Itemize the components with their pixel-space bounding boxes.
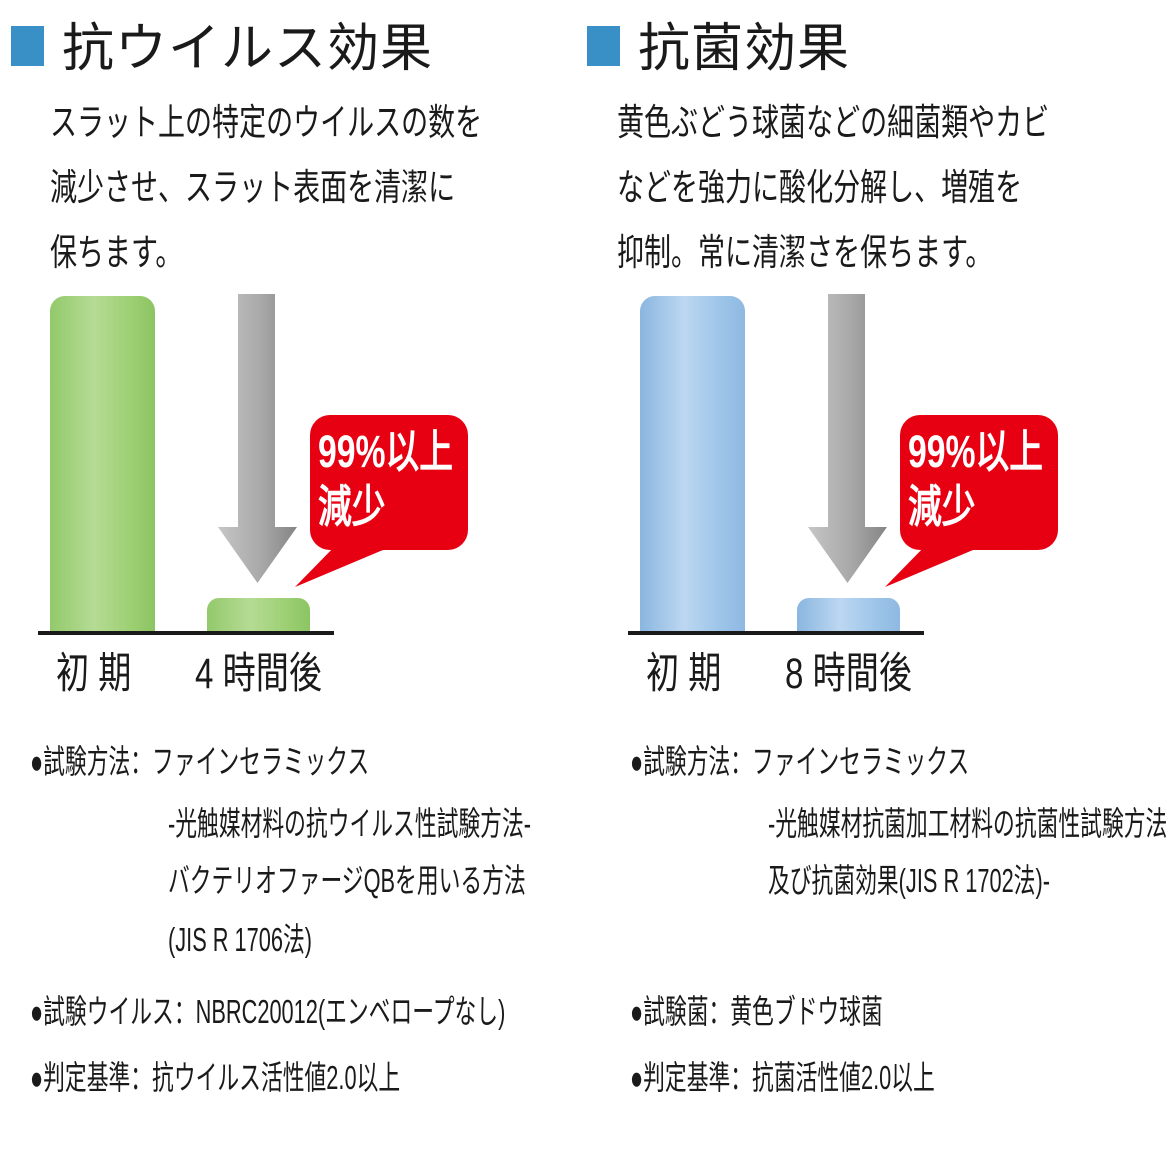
note-test-method-detail: -光触媒材料の抗ウイルス性試験方法- <box>168 805 531 842</box>
bar-after-4h <box>207 598 310 633</box>
description-line: 抑制。常に清潔さを保ちます。 <box>617 232 993 273</box>
note-test-method-detail: -光触媒材抗菌加工材料の抗菌性試験方法 <box>768 805 1167 842</box>
reduction-badge-line: 99%以上 <box>318 426 454 477</box>
note-test-method-detail: (JIS R 1706法) <box>168 921 313 958</box>
section-marker-square <box>11 26 44 66</box>
reduction-badge-line: 99%以上 <box>908 426 1044 477</box>
down-arrow-icon <box>808 294 887 583</box>
reduction-badge-text: 99%以上 減少 <box>908 424 1043 534</box>
section-title-antibacterial: 抗菌効果 <box>638 20 851 78</box>
section-description: スラット上の特定のウイルスの数を 減少させ、スラット表面を清潔に 保ちます。 <box>50 90 642 285</box>
x-axis <box>38 631 334 635</box>
reduction-badge-text: 99%以上 減少 <box>318 424 453 534</box>
x-axis <box>628 631 924 635</box>
description-line: 減少させ、スラット表面を清潔に <box>50 167 456 208</box>
reduction-badge-line: 減少 <box>318 481 386 532</box>
section-marker-square <box>587 26 620 66</box>
note-test-method: ●試験方法：ファインセラミックス <box>630 743 970 780</box>
description-line: 黄色ぶどう球菌などの細菌類やカビ <box>617 102 1050 143</box>
x-label-initial: 初 期 <box>56 650 132 698</box>
description-line: などを強力に酸化分解し、増殖を <box>617 167 1023 208</box>
bar-initial <box>640 296 745 633</box>
note-criteria: ●判定基準：抗ウイルス活性値2.0以上 <box>30 1059 401 1096</box>
x-label-initial: 初 期 <box>646 650 722 698</box>
panel-antibacterial: 抗菌効果 黄色ぶどう球菌などの細菌類やカビ などを強力に酸化分解し、増殖を 抑制… <box>587 0 1167 1167</box>
note-criteria: ●判定基準：抗菌活性値2.0以上 <box>630 1059 935 1096</box>
test-notes: ●試験方法：ファインセラミックス -光触媒材料の抗ウイルス性試験方法- バクテリ… <box>30 742 577 1142</box>
reduction-badge <box>295 415 468 587</box>
down-arrow-icon <box>218 294 297 583</box>
bar-after-8h <box>797 598 900 633</box>
panel-antivirus: 抗ウイルス効果 スラット上の特定のウイルスの数を 減少させ、スラット表面を清潔に… <box>0 0 577 1167</box>
bar-chart-antibacterial: 99%以上 減少 初 期 8 時間後 <box>590 0 1167 720</box>
description-line: スラット上の特定のウイルスの数を <box>50 102 483 143</box>
description-line: 保ちます。 <box>50 232 183 273</box>
note-test-method-detail: 及び抗菌効果(JIS R 1702法)- <box>768 862 1050 899</box>
x-label-after: 8 時間後 <box>785 650 912 698</box>
bar-chart-antivirus: 99%以上 減少 初 期 4 時間後 <box>0 0 577 720</box>
test-notes: ●試験方法：ファインセラミックス -光触媒材抗菌加工材料の抗菌性試験方法 及び抗… <box>630 742 1167 1142</box>
note-test-method: ●試験方法：ファインセラミックス <box>30 743 370 780</box>
bar-initial <box>50 296 155 633</box>
note-test-method-detail: バクテリオファージQBを用いる方法 <box>168 862 526 899</box>
section-title-antivirus: 抗ウイルス効果 <box>62 20 434 78</box>
note-test-bacteria: ●試験菌：黄色ブドウ球菌 <box>630 993 883 1030</box>
x-label-after: 4 時間後 <box>195 650 322 698</box>
reduction-badge <box>885 415 1058 587</box>
reduction-badge-line: 減少 <box>908 481 976 532</box>
section-description: 黄色ぶどう球菌などの細菌類やカビ などを強力に酸化分解し、増殖を 抑制。常に清潔… <box>617 90 1167 285</box>
note-test-virus: ●試験ウイルス：NBRC20012(エンベロープなし) <box>30 993 506 1030</box>
